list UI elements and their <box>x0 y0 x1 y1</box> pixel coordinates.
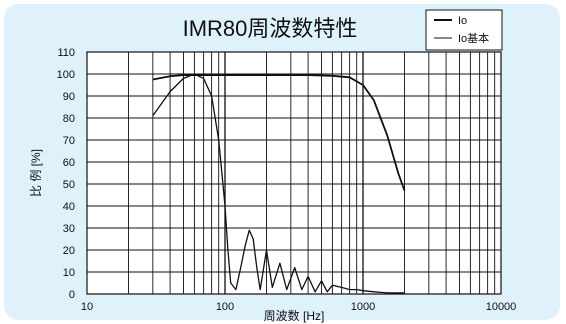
y-tick-label: 50 <box>63 179 75 191</box>
legend-box <box>425 9 503 51</box>
plot-area <box>87 52 501 294</box>
y-axis-label: 比 例 [%] <box>29 149 43 197</box>
plot-frame <box>86 51 502 295</box>
series-line-io <box>152 74 406 191</box>
legend: Io Io基本 <box>425 9 503 51</box>
y-tick-label: 0 <box>69 289 75 301</box>
y-tick-label: 90 <box>63 91 75 103</box>
y-tick-labels: 0 10 20 30 40 50 60 70 80 90 100 110 <box>57 47 75 301</box>
legend-label-io-fundamental: Io基本 <box>458 31 489 45</box>
x-tick-label: 10000 <box>486 301 517 313</box>
y-tick-label: 30 <box>63 223 75 235</box>
x-tick-label: 10 <box>81 301 93 313</box>
y-tick-label: 110 <box>57 47 75 59</box>
y-tick-label: 70 <box>63 135 75 147</box>
y-tick-label: 60 <box>63 157 75 169</box>
chart-title: IMR80周波数特性 <box>183 16 358 41</box>
y-tick-label: 100 <box>57 69 75 81</box>
y-tick-label: 20 <box>63 245 75 257</box>
x-tick-label: 1000 <box>351 301 375 313</box>
y-tick-label: 10 <box>63 267 75 279</box>
x-tick-label: 100 <box>216 301 234 313</box>
series-layer <box>152 73 406 294</box>
series-line-io-fundamental <box>152 73 405 294</box>
y-tick-label: 40 <box>63 201 75 213</box>
y-tick-label: 80 <box>63 113 75 125</box>
x-tick-labels: 10 100 1000 10000 <box>81 301 516 313</box>
legend-label-io: Io <box>458 15 467 27</box>
x-axis-label: 周波数 [Hz] <box>264 308 325 323</box>
grid <box>87 52 501 294</box>
